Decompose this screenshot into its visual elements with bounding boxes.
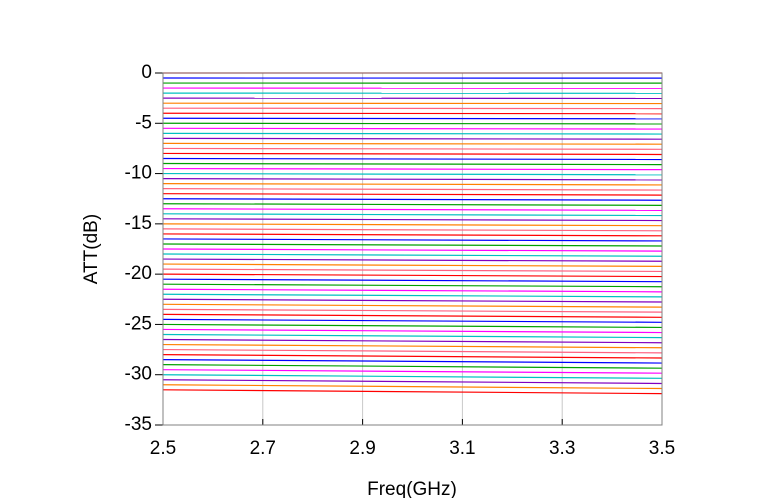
series-line (162, 384, 663, 390)
series-line (162, 137, 663, 140)
y-tick-label: -30 (125, 364, 152, 385)
series-line (162, 258, 663, 262)
plot-frame (162, 72, 663, 426)
x-tick-label: 3.3 (549, 438, 575, 459)
y-tick-label: -15 (125, 213, 152, 234)
series-line (162, 298, 663, 303)
series-line (162, 117, 663, 120)
series-line (162, 223, 663, 227)
series-line (162, 152, 663, 156)
series-line (162, 263, 663, 267)
series-line (162, 389, 663, 395)
series-line (162, 313, 663, 318)
x-tick-label: 3.1 (449, 438, 475, 459)
series-line (162, 142, 663, 145)
series-line (162, 213, 663, 217)
series-line (162, 323, 663, 329)
x-tick-label: 2.9 (349, 438, 375, 459)
x-axis-label: Freq(GHz) (367, 479, 457, 498)
series-line (162, 333, 663, 339)
series-line (162, 369, 663, 374)
series-line (162, 328, 663, 334)
series-line (162, 162, 663, 166)
series-line (162, 178, 663, 181)
y-tick-label: -20 (125, 263, 152, 284)
series-line (162, 354, 663, 359)
series-line (162, 233, 663, 237)
y-tick-label: 0 (141, 62, 152, 83)
series-line (162, 268, 663, 273)
series-line (162, 193, 663, 196)
series-line (162, 318, 663, 323)
series-line (162, 273, 663, 278)
series-line (162, 338, 663, 344)
series-line (162, 127, 663, 130)
series-line (162, 288, 663, 293)
y-tick-label: -35 (125, 414, 152, 435)
series-line (162, 188, 663, 191)
series-line (162, 198, 663, 201)
x-tick-label: 2.5 (150, 438, 176, 459)
series-line (162, 343, 663, 349)
series-line (162, 364, 663, 369)
series-line (162, 157, 663, 161)
x-tick-label: 2.7 (250, 438, 276, 459)
series-line (162, 308, 663, 313)
y-axis-label: ATT(dB) (81, 214, 102, 284)
series-line (162, 122, 663, 125)
series-line (162, 248, 663, 252)
series-line (162, 348, 663, 354)
series-line (162, 172, 663, 176)
y-tick-label: -5 (135, 112, 152, 133)
series-line (162, 147, 663, 150)
series-line (162, 253, 663, 257)
series-line (162, 132, 663, 135)
series-line (162, 203, 663, 206)
series-line (162, 167, 663, 171)
series-line (162, 293, 663, 298)
series-line (162, 218, 663, 222)
series-line (162, 228, 663, 232)
series-line (162, 238, 663, 242)
series-line (162, 243, 663, 247)
series-line (162, 379, 663, 385)
y-tick-label: -10 (125, 163, 152, 184)
series-line (162, 208, 663, 211)
x-tick-label: 3.5 (649, 438, 675, 459)
series-line (162, 359, 663, 364)
series-line (162, 283, 663, 288)
series-line (162, 303, 663, 308)
series-line (162, 374, 663, 379)
y-tick-label: -25 (125, 313, 152, 334)
series-line (162, 183, 663, 186)
series-line (162, 278, 663, 283)
series-line (162, 112, 663, 115)
